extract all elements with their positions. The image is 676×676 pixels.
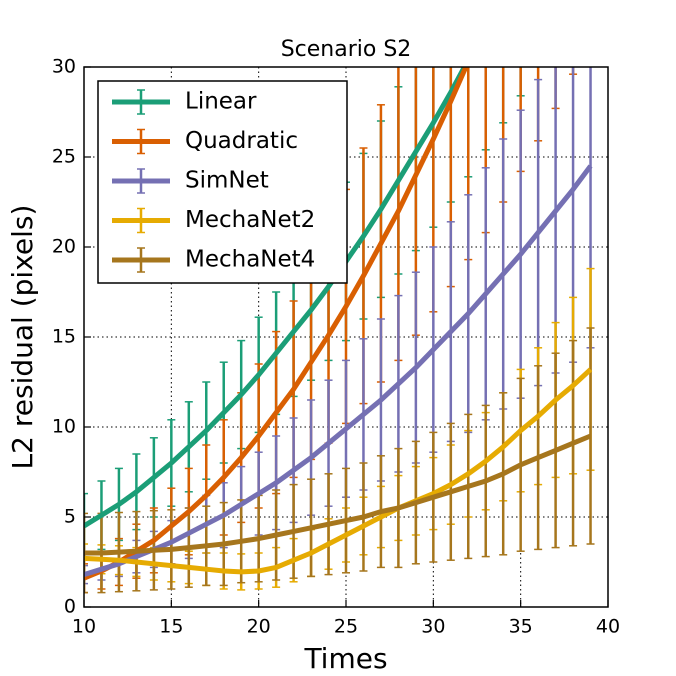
y-tick-label: 20 [52, 236, 76, 258]
series-line [84, 67, 469, 581]
x-tick-label: 40 [596, 616, 620, 638]
chart-title: Scenario S2 [281, 37, 412, 62]
series-line [84, 433, 592, 556]
y-tick-label: 15 [52, 326, 76, 348]
y-tick-label: 5 [64, 506, 76, 528]
x-axis-label: Times [303, 642, 387, 675]
axes: 10 15 20 25 30 35 40 0 5 10 15 20 25 30 [52, 56, 620, 638]
y-tick-label: 25 [52, 146, 76, 168]
legend-label: MechaNet2 [185, 207, 315, 233]
series-line [84, 164, 593, 577]
legend-label: Quadratic [185, 128, 298, 154]
y-tick-label: 10 [52, 416, 76, 438]
x-tick-label: 25 [334, 616, 358, 638]
x-tick-label: 35 [509, 616, 533, 638]
x-tick-label: 15 [159, 616, 183, 638]
legend-label: MechaNet4 [185, 247, 315, 273]
plot-area [84, 67, 595, 594]
x-tick-label: 20 [247, 616, 271, 638]
legend-label: SimNet [185, 168, 269, 194]
x-tick-label: 10 [72, 616, 96, 638]
legend-label: Linear [185, 89, 257, 115]
x-tick-label: 30 [421, 616, 445, 638]
series-line [84, 367, 593, 575]
y-tick-label: 0 [64, 596, 76, 618]
y-tick-label: 30 [52, 56, 76, 78]
legend: Linear Quadratic SimNet MechaNet2 MechaNet4 [97, 80, 348, 284]
y-axis-label: L2 residual (pixels) [6, 205, 39, 470]
